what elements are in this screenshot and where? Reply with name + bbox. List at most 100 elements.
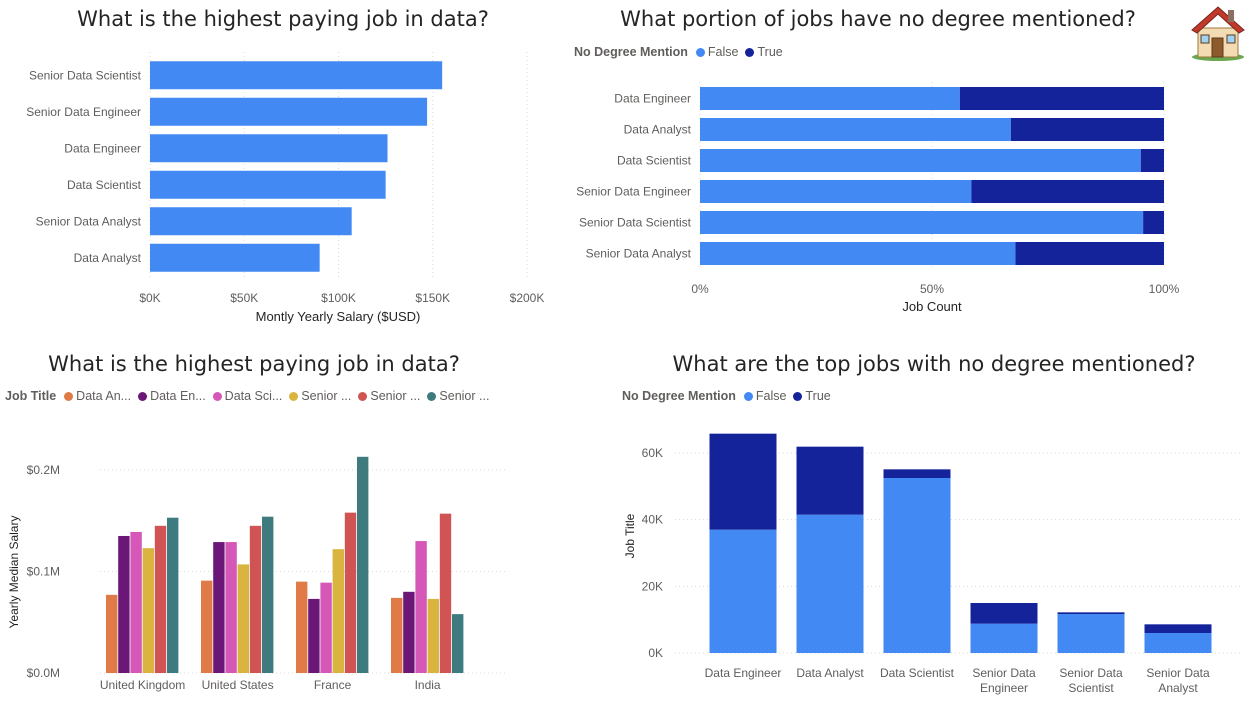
legend-item-false[interactable]: False (695, 45, 739, 59)
salary-by-country-chart: $0.0M $0.1M $0.2M United Kingdom United Stat… (7, 456, 505, 692)
y-tick-label: Senior Data Engineer (576, 185, 691, 199)
y-axis-label: Yearly Median Salary (7, 516, 21, 629)
legend-label: Data Sci... (224, 389, 283, 403)
legend-item-job-1[interactable]: Data En... (138, 389, 206, 403)
bar-segment (796, 446, 864, 515)
y-tick-label: Data Engineer (64, 141, 141, 155)
y-tick-label: Senior Data Analyst (586, 247, 692, 261)
y-tick-label: Data Analyst (74, 251, 142, 265)
bar-segment (700, 242, 1016, 265)
panel-title-bottom-right: What are the top jobs with no degree men… (672, 352, 1196, 376)
bar (167, 517, 179, 673)
bar (154, 525, 167, 673)
legend-dot (212, 391, 222, 401)
x-tick-label: Engineer (980, 681, 1028, 695)
legend-label: False (755, 389, 787, 403)
legend-item-true[interactable]: True (793, 389, 831, 403)
bar (150, 170, 386, 199)
bar (150, 97, 428, 126)
bar (452, 614, 464, 673)
bar-segment (971, 180, 1164, 203)
panel-title-bottom-left: What is the highest paying job in data? (48, 352, 460, 376)
legend-dot (64, 391, 74, 401)
bar (106, 594, 118, 673)
bar-segment (1015, 242, 1164, 265)
bar (213, 542, 225, 673)
bar (150, 207, 352, 236)
bar-segment (700, 211, 1144, 234)
y-tick-label: $0.1M (27, 565, 60, 579)
legend-item-job-2[interactable]: Data Sci... (212, 389, 283, 403)
panel-title-top-left: What is the highest paying job in data? (77, 7, 489, 31)
bar (427, 598, 439, 673)
x-axis-label: Job Count (902, 299, 962, 314)
legend-label: False (707, 45, 739, 59)
panel-title-top-right: What portion of jobs have no degree ment… (620, 7, 1136, 31)
bar (201, 580, 213, 673)
x-tick-label: $150K (415, 291, 450, 305)
bar (439, 513, 452, 673)
bar (225, 542, 237, 673)
bar (391, 597, 403, 673)
legend-dot (289, 391, 299, 401)
legend-label: Data En... (150, 389, 206, 403)
bar (150, 134, 388, 163)
legend-dot (358, 391, 368, 401)
legend-title: No Degree Mention (622, 389, 736, 403)
x-tick-label: $50K (230, 291, 258, 305)
legend-label: Senior ... (301, 389, 352, 403)
x-tick-label: $100K (321, 291, 356, 305)
legend-item-job-3[interactable]: Senior ... (289, 389, 351, 403)
legend-item-job-5[interactable]: Senior ... (427, 389, 489, 403)
legend-title: Job Title (5, 389, 57, 403)
house-icon[interactable] (1188, 2, 1248, 62)
bar-segment (1140, 149, 1164, 172)
x-tick-label: $200K (510, 291, 545, 305)
legend-label: True (805, 389, 831, 403)
bar-segment (796, 514, 864, 653)
y-tick-label: Data Scientist (617, 154, 692, 168)
x-tick-label: $0K (139, 291, 160, 305)
legend-item-job-0[interactable]: Data An... (64, 389, 131, 403)
legend-item-false[interactable]: False (743, 389, 787, 403)
y-tick-label: Senior Data Scientist (579, 216, 692, 230)
bar (357, 456, 369, 673)
x-tick-label: Scientist (1068, 681, 1114, 695)
legend-item-job-4[interactable]: Senior ... (358, 389, 420, 403)
bar (320, 582, 332, 673)
x-tick-label: Senior Data (972, 666, 1036, 680)
bar-segment (970, 623, 1038, 653)
legend-label: True (757, 45, 783, 59)
x-tick-label: Senior Data (1146, 666, 1210, 680)
x-tick-label: Senior Data (1059, 666, 1123, 680)
no-degree-share-chart: 0% 50% 100% Data Engineer Data Analyst Data S… (576, 82, 1180, 314)
x-tick-label: Data Scientist (880, 666, 955, 680)
bar (142, 548, 154, 673)
bar-segment (709, 529, 777, 653)
bar-segment (1057, 612, 1125, 614)
bar-segment (970, 603, 1038, 624)
bar (118, 535, 130, 673)
bar-segment (700, 149, 1141, 172)
legend-dot (138, 391, 148, 401)
bar (415, 541, 427, 673)
x-tick-label: 50% (920, 282, 944, 296)
bar (332, 549, 344, 673)
legend-dot-true (745, 47, 755, 57)
y-tick-label: $0.0M (27, 666, 60, 680)
bar-segment (883, 469, 951, 478)
bar-segment (1144, 624, 1212, 633)
legend-dot-false (695, 47, 705, 57)
y-tick-label: 20K (642, 579, 663, 593)
legend-label: Data An... (76, 389, 132, 403)
bar (150, 61, 443, 90)
x-tick-label: 0% (691, 282, 709, 296)
y-tick-label: Senior Data Scientist (29, 68, 142, 82)
y-axis-label: Job Title (623, 513, 637, 558)
y-tick-label: $0.2M (27, 463, 60, 477)
bar (262, 516, 274, 673)
x-tick-label: United States (202, 678, 274, 692)
legend-label: Senior ... (439, 389, 490, 403)
legend-dot-true (793, 391, 803, 401)
legend-item-true[interactable]: True (745, 45, 783, 59)
